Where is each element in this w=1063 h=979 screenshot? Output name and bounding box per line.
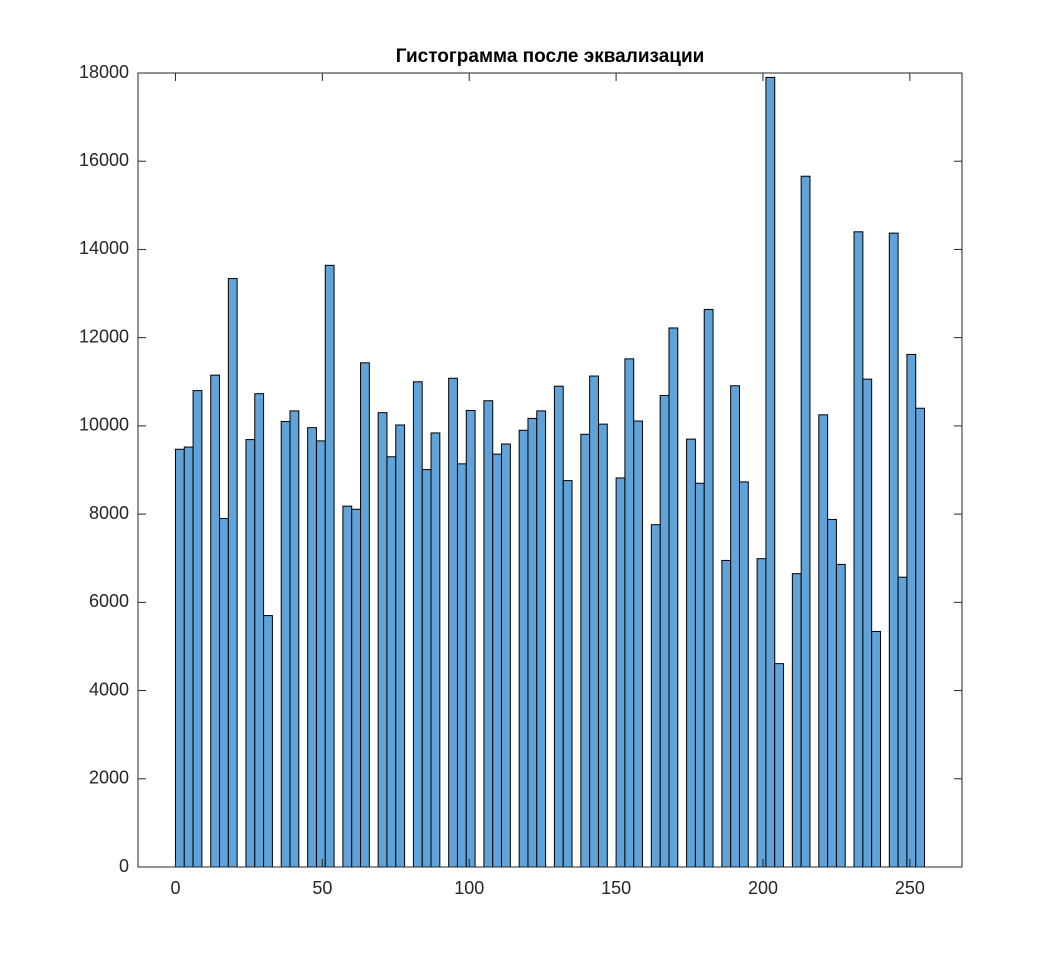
bar — [245, 439, 256, 868]
bar — [174, 448, 185, 868]
bar — [448, 377, 458, 868]
bar — [183, 446, 194, 868]
bar — [562, 480, 573, 868]
bar — [756, 558, 767, 868]
y-tick-label: 8000 — [89, 503, 129, 523]
bar — [800, 175, 811, 868]
y-tick-label: 6000 — [89, 591, 129, 611]
bar — [835, 563, 846, 868]
x-tick-label: 100 — [454, 878, 484, 898]
bar — [580, 433, 591, 868]
y-tick-label: 16000 — [79, 150, 129, 170]
bar — [791, 573, 802, 868]
x-tick-label: 200 — [748, 878, 778, 898]
y-tick-label: 12000 — [79, 326, 129, 346]
chart-title: Гистограмма после эквализации — [396, 46, 705, 67]
bar — [827, 518, 837, 868]
bar — [906, 353, 917, 868]
bar — [888, 232, 899, 868]
y-tick-label: 2000 — [89, 768, 129, 788]
bar — [650, 524, 661, 868]
bar — [254, 393, 265, 868]
bar — [465, 409, 476, 868]
bar — [659, 394, 670, 868]
bar — [527, 417, 538, 868]
y-tick-label: 10000 — [79, 415, 129, 435]
x-tick-label: 250 — [895, 878, 925, 898]
y-tick-label: 18000 — [79, 62, 129, 82]
bar — [633, 420, 644, 868]
bar — [360, 362, 370, 868]
bar — [589, 375, 599, 868]
bar — [430, 432, 441, 868]
bar — [862, 378, 873, 868]
bar — [351, 508, 362, 868]
bar — [192, 390, 203, 868]
bar — [386, 456, 397, 868]
bar — [553, 385, 564, 868]
bar — [227, 278, 238, 868]
bar — [219, 518, 229, 868]
bar — [597, 423, 608, 868]
bar — [280, 420, 291, 868]
x-tick-label: 50 — [312, 878, 332, 898]
bar — [518, 429, 529, 868]
bar — [492, 453, 503, 868]
bar — [694, 482, 705, 868]
x-tick-label: 150 — [601, 878, 631, 898]
bar — [721, 559, 732, 868]
bar — [315, 440, 326, 868]
bar — [483, 400, 494, 868]
y-tick-label: 0 — [119, 856, 129, 876]
bar — [730, 385, 740, 868]
bar — [263, 615, 273, 868]
bar — [395, 424, 406, 868]
bar — [871, 630, 881, 868]
x-tick-label: 0 — [170, 878, 180, 898]
bar — [324, 264, 335, 868]
y-tick-label: 4000 — [89, 679, 129, 699]
bar — [668, 327, 679, 868]
axes-box — [137, 72, 963, 868]
y-tick-label: 14000 — [79, 238, 129, 258]
bar — [615, 477, 626, 868]
bar — [853, 231, 864, 868]
bar — [456, 463, 467, 868]
bar — [897, 576, 908, 868]
bar — [818, 414, 829, 868]
bar — [536, 410, 547, 868]
bar — [774, 663, 785, 868]
bar — [624, 358, 635, 868]
bar — [686, 438, 696, 868]
bar — [915, 407, 926, 868]
bar — [377, 412, 388, 868]
bar — [421, 469, 432, 868]
bar — [307, 427, 317, 868]
bar — [765, 76, 776, 868]
bar — [412, 381, 423, 868]
bar — [501, 443, 511, 868]
bar — [738, 481, 749, 868]
bar — [289, 410, 300, 868]
bar — [703, 308, 714, 868]
bar — [342, 505, 353, 868]
bar — [210, 374, 221, 868]
